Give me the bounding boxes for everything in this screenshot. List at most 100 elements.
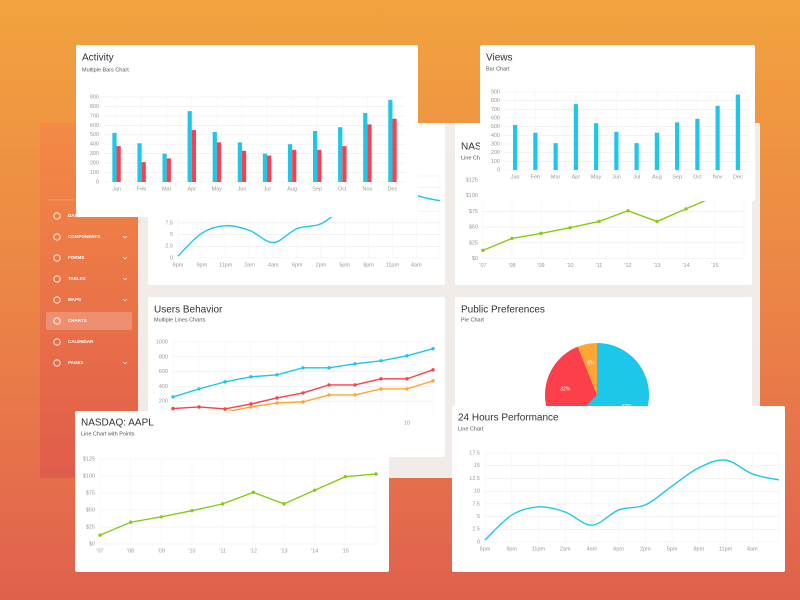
x-tick-label: Jan: [511, 174, 520, 180]
bar: [513, 124, 518, 170]
x-tick-label: 6pm: [613, 546, 624, 552]
x-tick-label: Jul: [633, 174, 640, 180]
point: [249, 402, 253, 406]
menu-item[interactable]: FORMS: [68, 255, 84, 260]
x-tick-label: '07: [96, 548, 103, 554]
y-tick-label: 7.5: [472, 501, 480, 507]
point: [220, 502, 225, 506]
bar: [675, 122, 680, 170]
point: [190, 508, 194, 513]
bar: [363, 113, 368, 182]
x-tick-label: 6pm: [292, 262, 303, 268]
menu-item[interactable]: CALENDAR: [68, 339, 94, 344]
y-tick-label: 100: [90, 170, 99, 176]
menu-icon: [53, 338, 61, 346]
point: [301, 366, 305, 370]
x-tick-label: '07: [479, 263, 486, 269]
x-tick-label: Aug: [652, 174, 662, 180]
point: [128, 520, 133, 524]
bar: [212, 131, 217, 182]
bar: [573, 104, 578, 170]
x-tick-label: Nov: [713, 174, 723, 180]
y-tick-label: 400: [491, 133, 500, 139]
y-tick-label: 17.5: [469, 450, 480, 456]
y-tick-label: 10: [474, 489, 480, 495]
x-tick-label: Feb: [137, 186, 146, 192]
point: [343, 474, 348, 479]
y-tick-label: 900: [491, 89, 500, 95]
x-tick-label: Dec: [388, 186, 398, 192]
y-tick-label: 0: [96, 179, 99, 185]
card-title: Users Behavior: [154, 305, 223, 316]
menu-icon: [53, 317, 61, 325]
card-bg: [76, 45, 418, 217]
x-tick-label: '09: [158, 548, 165, 554]
y-tick-label: $25: [86, 524, 95, 530]
y-tick-label: 600: [159, 369, 168, 375]
bar: [388, 99, 393, 182]
menu-item[interactable]: TABLES: [68, 276, 86, 281]
y-tick-label: $50: [469, 225, 478, 231]
x-tick-label: 2am: [244, 262, 255, 268]
point: [405, 387, 409, 391]
x-tick-label: Sep: [312, 186, 322, 192]
y-tick-label: $125: [466, 177, 478, 183]
menu-icon: [53, 296, 61, 304]
y-tick-label: $0: [89, 541, 95, 547]
y-tick-label: 200: [159, 399, 168, 405]
y-tick-label: $75: [86, 490, 95, 496]
point: [223, 380, 227, 384]
menu-item[interactable]: PAGES: [68, 360, 83, 365]
point: [655, 219, 659, 224]
x-tick-label: 8pm: [693, 546, 704, 552]
y-tick-label: 0: [170, 255, 173, 261]
x-tick-label: 10: [404, 420, 410, 426]
menu-item[interactable]: MAPS: [68, 297, 81, 302]
y-tick-label: 12.5: [469, 476, 480, 482]
card-title: Views: [486, 53, 513, 64]
point: [539, 231, 543, 236]
point: [327, 366, 331, 370]
card-title: Activity: [82, 53, 114, 64]
x-tick-label: Oct: [338, 186, 347, 192]
point: [223, 407, 227, 411]
point: [568, 226, 572, 230]
x-tick-label: 6pm: [173, 262, 184, 268]
menu-chevron: [122, 235, 128, 239]
point: [282, 502, 286, 506]
x-tick-label: 11pm: [219, 262, 233, 268]
bar: [553, 143, 558, 170]
menu-item[interactable]: CHARTS: [68, 318, 87, 323]
x-tick-label: 4am: [411, 262, 422, 268]
card: Activity Multiple Bars Chart 0 100 200 300 400…: [76, 45, 418, 217]
y-tick-label: 600: [90, 123, 99, 129]
bar: [715, 105, 720, 170]
bar: [241, 150, 247, 182]
point: [98, 533, 102, 537]
menu-icon: [53, 359, 61, 367]
y-tick-label: 2.5: [165, 244, 173, 250]
menu-item[interactable]: COMPONENTS: [68, 234, 100, 239]
x-tick-label: 5pm: [339, 262, 350, 268]
point: [275, 401, 279, 405]
y-tick-label: $125: [83, 456, 95, 462]
menu-chevron: [122, 277, 128, 281]
x-tick-label: 2pm: [316, 262, 327, 268]
x-tick-label: '11: [219, 548, 226, 554]
y-tick-label: 15: [474, 463, 480, 469]
card-subtitle: Line Chart with Points: [81, 431, 135, 437]
card: NASDAQ: AAPL Line Chart with Points $0 $25 $…: [75, 411, 389, 572]
pie-slice: [577, 343, 597, 395]
line: [482, 193, 745, 251]
menu-icon: [53, 212, 61, 220]
x-tick-label: 11pm: [719, 546, 733, 552]
line: [99, 473, 377, 536]
x-tick-label: '14: [682, 263, 689, 269]
point: [379, 359, 383, 363]
x-tick-label: '11: [596, 263, 603, 269]
y-tick-label: 800: [90, 104, 99, 110]
x-tick-label: '13: [653, 263, 660, 269]
y-tick-label: $100: [83, 473, 95, 479]
x-tick-label: 11pm: [532, 546, 546, 552]
y-tick-label: $50: [86, 507, 95, 513]
